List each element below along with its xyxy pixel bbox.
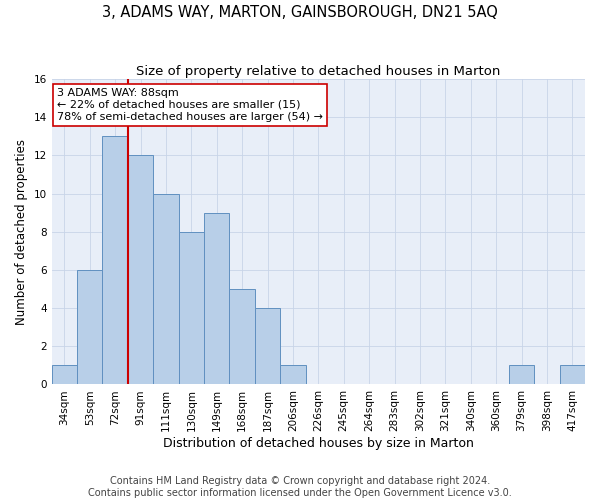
Text: 3 ADAMS WAY: 88sqm
← 22% of detached houses are smaller (15)
78% of semi-detache: 3 ADAMS WAY: 88sqm ← 22% of detached hou… (57, 88, 323, 122)
Bar (153, 194, 179, 384)
Bar (509, 366, 534, 384)
Bar (52, 366, 77, 384)
Bar (103, 136, 128, 384)
Title: Size of property relative to detached houses in Marton: Size of property relative to detached ho… (136, 65, 500, 78)
Text: 3, ADAMS WAY, MARTON, GAINSBOROUGH, DN21 5AQ: 3, ADAMS WAY, MARTON, GAINSBOROUGH, DN21… (102, 5, 498, 20)
Bar (229, 289, 255, 384)
Bar (128, 156, 153, 384)
Bar (179, 232, 204, 384)
Bar (204, 212, 229, 384)
Y-axis label: Number of detached properties: Number of detached properties (15, 139, 28, 325)
X-axis label: Distribution of detached houses by size in Marton: Distribution of detached houses by size … (163, 437, 474, 450)
Bar (77, 270, 103, 384)
Bar (560, 366, 585, 384)
Bar (280, 366, 305, 384)
Text: Contains HM Land Registry data © Crown copyright and database right 2024.
Contai: Contains HM Land Registry data © Crown c… (88, 476, 512, 498)
Bar (255, 308, 280, 384)
